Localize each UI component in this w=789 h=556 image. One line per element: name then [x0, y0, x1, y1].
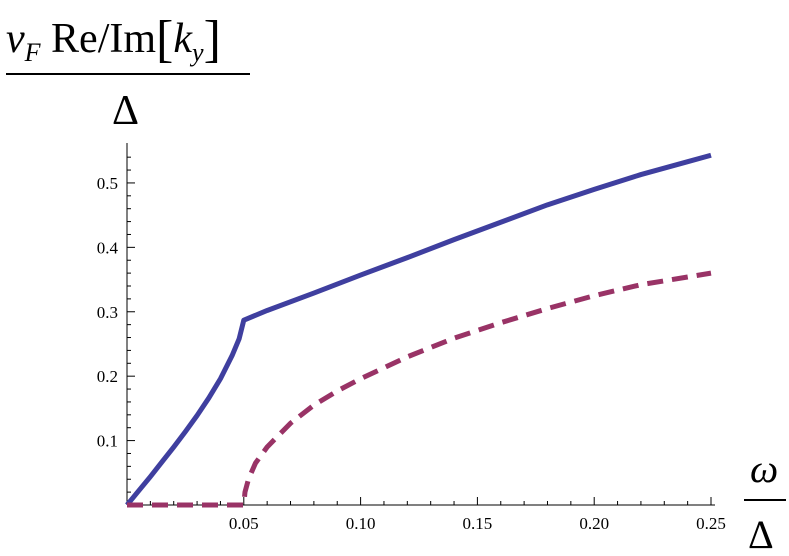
axes: 0.05 0.10 0.15 0.20 0.25 0.1 0.2 0.3 0.4 0.5 [97, 143, 726, 533]
ylabel-mid: Re/Im [41, 16, 157, 62]
ylabel-prefix-var: v [6, 16, 25, 62]
ylabel-prefix-sub: F [24, 38, 42, 67]
x-axis-label-denominator: Δ [748, 512, 774, 556]
series-line-solid [125, 152, 712, 507]
y-tick-label: 0.5 [97, 174, 118, 193]
ylabel-bracket-open: [ [156, 11, 173, 68]
ylabel-bracket-close: ] [204, 11, 221, 68]
x-axis-label: ω Δ [744, 446, 786, 556]
x-tick-label: 0.25 [696, 514, 726, 533]
x-axis-label-numerator: ω [750, 446, 778, 491]
y-tick-label: 0.4 [97, 238, 119, 257]
series-line-dashed [127, 270, 712, 508]
y-axis-label: vF Re/Im[ky] Δ [6, 11, 250, 134]
y-axis-label-denominator: Δ [112, 88, 139, 134]
y-axis-label-numerator: vF Re/Im[ky] [6, 11, 221, 68]
ylabel-var: k [173, 16, 193, 62]
x-tick-label: 0.20 [579, 514, 609, 533]
ylabel-var-sub: y [189, 38, 204, 67]
x-tick-label: 0.15 [463, 514, 493, 533]
y-tick-label: 0.3 [97, 303, 118, 322]
x-tick-label: 0.05 [229, 514, 259, 533]
x-tick-label: 0.10 [346, 514, 376, 533]
series-group [125, 152, 712, 508]
y-tick-label: 0.2 [97, 367, 118, 386]
y-tick-label: 0.1 [97, 432, 118, 451]
